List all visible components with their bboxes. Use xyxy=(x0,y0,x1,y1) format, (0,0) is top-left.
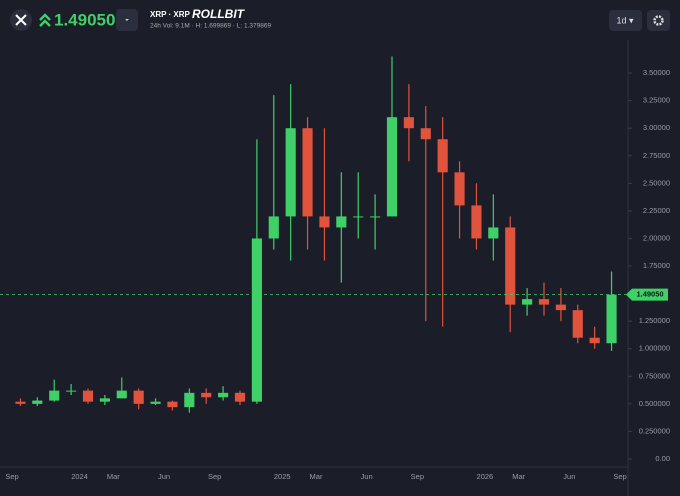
y-tick-label: 2.00000 xyxy=(643,233,670,242)
candle-body xyxy=(99,398,110,402)
candle-body xyxy=(251,238,262,402)
pair: XRP · XRP xyxy=(150,10,191,19)
x-tick-label: Sep xyxy=(5,472,18,481)
y-tick-label: 0.00 xyxy=(655,454,670,463)
y-tick-label: 0.250000 xyxy=(639,426,670,435)
y-tick-label: 1.75000 xyxy=(643,261,670,270)
candle-body xyxy=(505,227,516,305)
y-tick-label: 3.50000 xyxy=(643,68,670,77)
candle-body xyxy=(319,216,330,228)
dropdown-caret xyxy=(125,19,129,21)
coin-glyph xyxy=(15,14,27,26)
candle-body xyxy=(167,401,178,408)
candle-body xyxy=(234,392,246,402)
candle-body xyxy=(420,128,431,140)
candle-body xyxy=(201,392,212,398)
candle-body xyxy=(522,299,533,305)
candle-body xyxy=(268,216,279,239)
interval-label: 1d ▾ xyxy=(616,15,634,25)
y-tick-label: 0.750000 xyxy=(639,371,670,380)
candle-body xyxy=(285,128,296,217)
candle-body xyxy=(454,172,465,206)
candle-body xyxy=(403,117,414,129)
candle-body xyxy=(150,401,161,404)
candle-body xyxy=(572,310,583,338)
y-tick-label: 3.25000 xyxy=(643,96,670,105)
y-tick-label: 2.75000 xyxy=(643,151,670,160)
settings-button[interactable] xyxy=(647,10,670,31)
y-tick-label: 3.00000 xyxy=(643,123,670,132)
y-tick-label: 1.000000 xyxy=(639,344,670,353)
y-tick-label: 1.250000 xyxy=(639,316,670,325)
candle-body xyxy=(606,294,617,344)
candle-body xyxy=(488,227,499,239)
candle-body xyxy=(538,299,550,305)
x-tick-label: Jun xyxy=(361,472,373,481)
x-tick-label: Sep xyxy=(613,472,626,481)
price-tag-label: 1.49050 xyxy=(636,290,663,299)
candle-body xyxy=(471,205,482,239)
x-tick-label: Sep xyxy=(208,472,221,481)
y-tick-label: 2.25000 xyxy=(643,206,670,215)
brand: ROLLBIT xyxy=(192,7,246,21)
candle-body xyxy=(116,390,127,399)
settings-icon xyxy=(653,15,664,26)
candle-body xyxy=(49,390,60,401)
x-tick-label: Sep xyxy=(411,472,424,481)
x-tick-label: 2024 xyxy=(71,472,88,481)
candle-body xyxy=(336,216,347,228)
interval-button[interactable] xyxy=(609,10,642,31)
candle-body xyxy=(353,216,364,218)
price-tag xyxy=(626,288,668,301)
candle-body xyxy=(15,401,26,404)
candle-body xyxy=(184,392,195,408)
x-tick-label: Mar xyxy=(107,472,120,481)
price: 1.490502 xyxy=(54,10,125,29)
y-tick-label: 2.50000 xyxy=(643,178,670,187)
candle-body xyxy=(66,390,77,392)
candle-body xyxy=(437,139,448,173)
up-arrows xyxy=(39,13,51,27)
y-tick-label: 0.500000 xyxy=(639,399,670,408)
candle-body xyxy=(302,128,313,217)
candle-body xyxy=(370,216,381,218)
candle-body xyxy=(133,390,144,404)
candle-body xyxy=(589,337,600,344)
candle-body xyxy=(555,304,566,311)
x-tick-label: 2026 xyxy=(477,472,494,481)
x-tick-label: Jun xyxy=(563,472,575,481)
candle-body xyxy=(218,392,229,398)
x-tick-label: Mar xyxy=(310,472,323,481)
stats: 24h Vol: 9.1M · H: 1.699869 · L: 1.37986… xyxy=(150,23,271,30)
candle-body xyxy=(82,390,94,402)
x-tick-label: 2025 xyxy=(274,472,291,481)
x-tick-label: Mar xyxy=(512,472,525,481)
x-tick-label: Jun xyxy=(158,472,170,481)
candle-body xyxy=(32,400,43,404)
candle-body xyxy=(386,117,398,217)
